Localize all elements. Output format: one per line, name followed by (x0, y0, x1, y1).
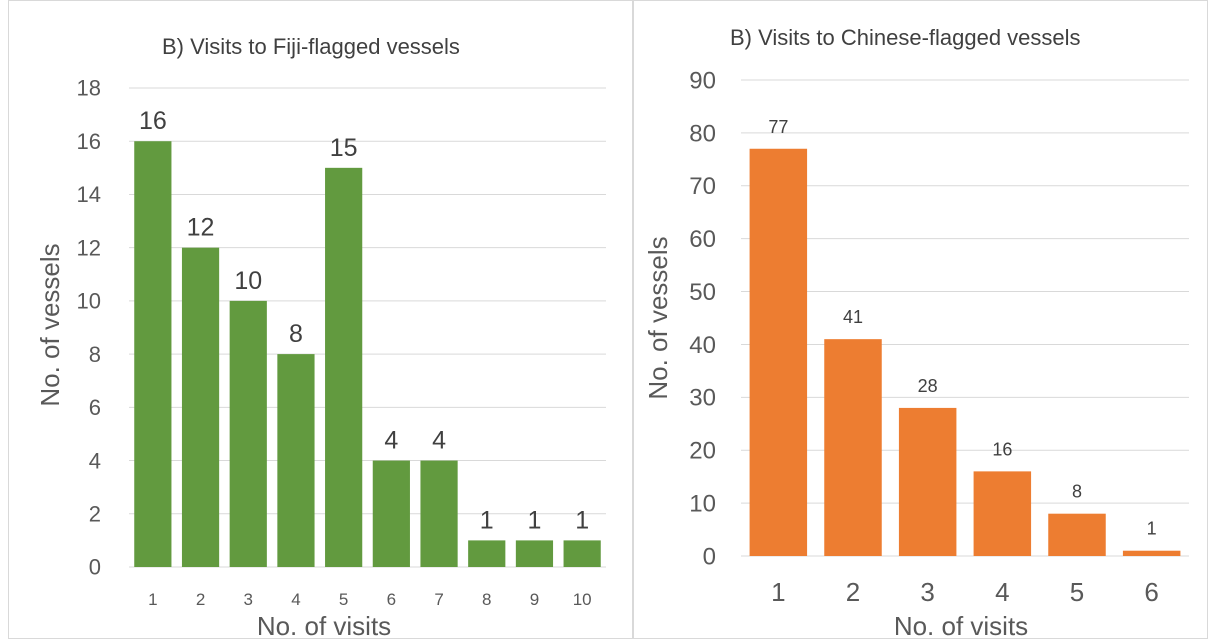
chart-china: B) Visits to Chinese-flagged vessels No.… (643, 25, 1189, 640)
bars: 16 12 10 8 15 4 4 1 1 1 (134, 107, 601, 568)
y-tick-label: 90 (689, 67, 716, 94)
y-tick-label: 0 (703, 543, 716, 570)
bar (181, 247, 220, 567)
x-tick-label: 8 (482, 590, 491, 609)
bar (973, 471, 1032, 556)
y-tick-label: 10 (689, 491, 716, 518)
x-tick-label: 1 (771, 577, 785, 607)
bar (563, 540, 601, 567)
x-tick-label: 4 (291, 590, 300, 609)
chart-panel-fiji: B) Visits to Fiji-flagged vessels No. of… (8, 0, 633, 640)
x-tick-label: 1 (148, 590, 157, 609)
bar (1048, 513, 1106, 556)
y-axis-label: No. of vessels (35, 243, 65, 406)
x-tick-label: 6 (1144, 577, 1158, 607)
x-tick-label: 3 (244, 590, 253, 609)
x-tick-label: 9 (530, 590, 539, 609)
chart-title: B) Visits to Chinese-flagged vessels (730, 25, 1081, 50)
x-tick-label: 4 (995, 577, 1009, 607)
y-tick-label: 8 (89, 342, 101, 367)
x-tick-label: 10 (573, 590, 592, 609)
data-label: 15 (330, 134, 358, 162)
chart-title: B) Visits to Fiji-flagged vessels (162, 34, 460, 59)
data-label: 1 (575, 506, 589, 534)
y-tick-label: 20 (689, 438, 716, 465)
bar (515, 540, 554, 567)
bars: 77 41 28 16 8 1 (749, 117, 1181, 556)
data-label: 4 (432, 427, 446, 455)
y-tick-label: 2 (89, 501, 101, 526)
y-tick-label: 30 (689, 385, 716, 412)
x-axis-label: No. of visits (894, 611, 1028, 640)
y-tick-label: 12 (77, 235, 101, 260)
y-tick-label: 14 (77, 182, 101, 207)
x-tick-label: 5 (1070, 577, 1084, 607)
y-tick-label: 16 (77, 129, 101, 154)
x-axis-label: No. of visits (257, 611, 391, 640)
chart-fiji: B) Visits to Fiji-flagged vessels No. of… (35, 34, 606, 640)
gridlines (741, 79, 1189, 557)
chart-panel-china: B) Visits to Chinese-flagged vessels No.… (633, 0, 1208, 640)
y-tick-label: 4 (89, 448, 101, 473)
data-label: 28 (918, 376, 938, 396)
data-label: 12 (187, 214, 215, 242)
bar (468, 540, 506, 567)
y-tick-label: 10 (77, 289, 101, 314)
ticks: 0 10 20 30 40 50 60 70 80 90 1 2 3 4 5 6 (689, 67, 1159, 607)
data-label: 8 (289, 320, 303, 348)
y-tick-label: 0 (89, 555, 101, 580)
y-tick-label: 70 (689, 173, 716, 200)
data-label: 1 (1147, 519, 1157, 539)
data-label: 1 (480, 506, 494, 534)
data-label: 8 (1072, 482, 1082, 502)
y-axis-label: No. of vessels (643, 236, 673, 399)
x-tick-label: 5 (339, 590, 348, 609)
bar (1122, 550, 1181, 556)
x-tick-label: 7 (434, 590, 443, 609)
bar (325, 167, 363, 568)
x-tick-label: 2 (846, 577, 860, 607)
data-label: 10 (234, 267, 262, 295)
data-label: 41 (843, 307, 863, 327)
y-tick-label: 18 (77, 76, 101, 101)
bar (898, 407, 957, 556)
x-tick-label: 3 (920, 577, 934, 607)
bar (824, 339, 882, 556)
bar (277, 354, 315, 567)
data-label: 16 (992, 439, 1012, 459)
y-tick-label: 6 (89, 395, 101, 420)
bar (229, 300, 267, 567)
data-label: 4 (384, 427, 398, 455)
y-tick-label: 50 (689, 279, 716, 306)
y-tick-label: 80 (689, 120, 716, 147)
x-tick-label: 2 (196, 590, 205, 609)
bar (134, 141, 172, 567)
bar (372, 460, 410, 567)
data-label: 1 (527, 506, 541, 534)
y-tick-label: 60 (689, 226, 716, 253)
bar (420, 460, 458, 567)
data-label: 16 (139, 107, 167, 135)
bar (749, 148, 808, 556)
x-tick-label: 6 (387, 590, 396, 609)
data-label: 77 (768, 117, 788, 137)
y-tick-label: 40 (689, 332, 716, 359)
